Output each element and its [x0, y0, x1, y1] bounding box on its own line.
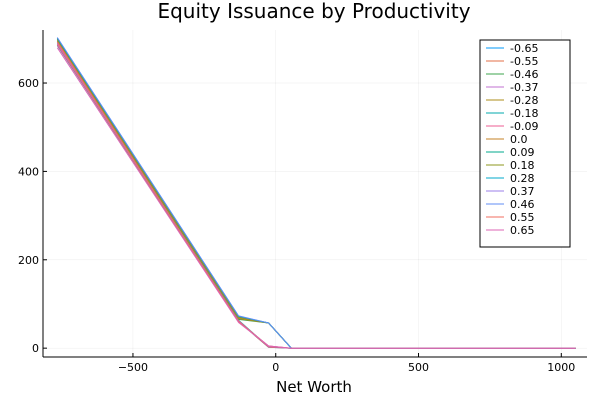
chart-title: Equity Issuance by Productivity: [157, 0, 470, 23]
legend-label: -0.65: [510, 42, 538, 55]
legend-label: 0.46: [510, 198, 535, 211]
series-line: [56, 47, 576, 349]
y-tick-label: 200: [18, 254, 39, 267]
x-tick-label: 500: [408, 361, 429, 374]
legend-label: 0.55: [510, 211, 535, 224]
legend-label: -0.28: [510, 94, 538, 107]
x-tick-label: −500: [118, 361, 148, 374]
legend-label: -0.37: [510, 81, 538, 94]
x-tick-label: 0: [272, 361, 279, 374]
y-tick-label: 0: [32, 342, 39, 355]
y-axis-ticks: 0 200 400 600: [18, 77, 47, 355]
legend-label: 0.65: [510, 224, 535, 237]
legend-label: -0.55: [510, 55, 538, 68]
y-tick-label: 600: [18, 77, 39, 90]
legend-label: 0.0: [510, 133, 528, 146]
x-axis-label: Net Worth: [276, 378, 352, 396]
legend-label: 0.09: [510, 146, 535, 159]
legend-label: -0.46: [510, 68, 538, 81]
legend: -0.65-0.55-0.46-0.37-0.28-0.18-0.090.00.…: [479, 39, 571, 248]
x-axis-ticks: −500 0 500 1000: [118, 353, 575, 374]
legend-label: 0.18: [510, 159, 535, 172]
axes-frame: [42, 30, 587, 358]
y-tick-label: 400: [18, 165, 39, 178]
legend-label: 0.37: [510, 185, 535, 198]
legend-label: -0.18: [510, 107, 538, 120]
x-tick-label: 1000: [547, 361, 575, 374]
legend-label: 0.28: [510, 172, 535, 185]
legend-label: -0.09: [510, 120, 538, 133]
series-layer: [56, 37, 576, 349]
